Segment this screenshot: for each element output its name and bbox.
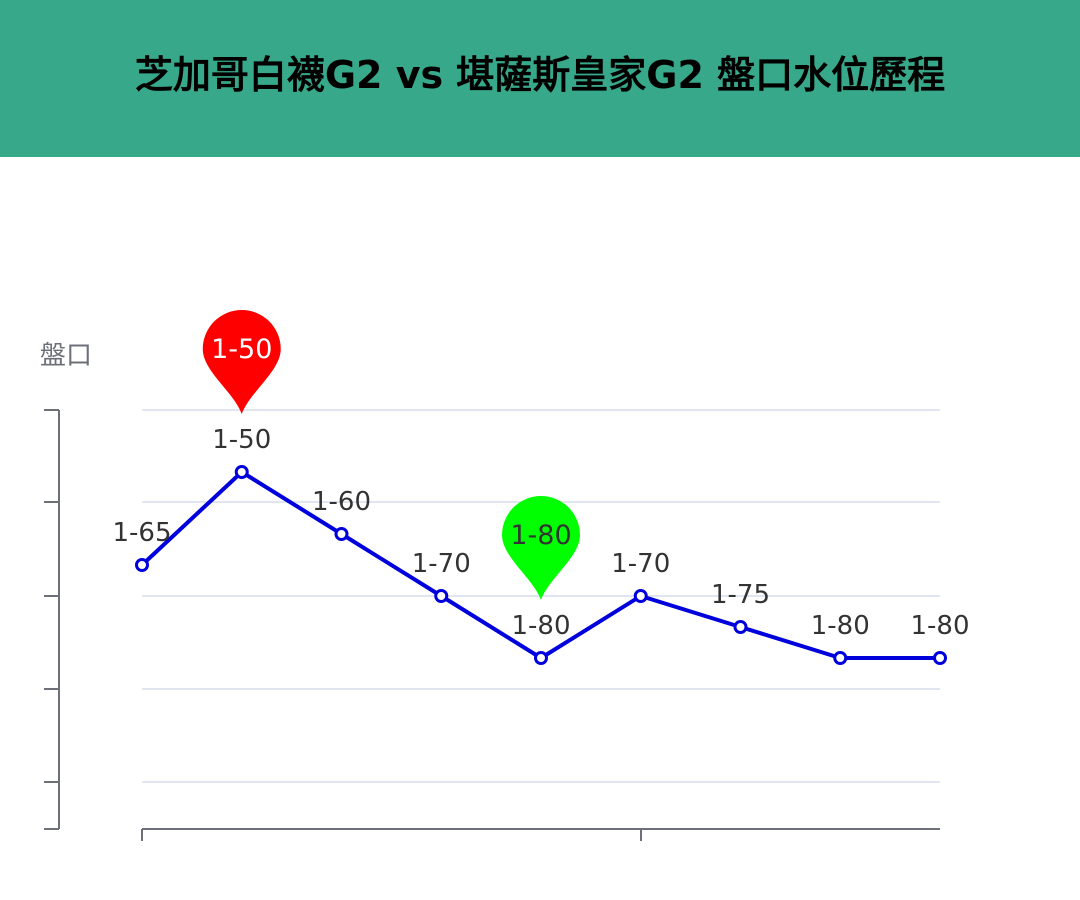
header-bar: 芝加哥白襪G2 vs 堪薩斯皇家G2 盤口水位歷程 xyxy=(0,0,1080,157)
data-label: 1-50 xyxy=(212,425,271,455)
data-point xyxy=(534,651,548,665)
data-point xyxy=(933,651,947,665)
data-label: 1-70 xyxy=(412,549,471,579)
data-point xyxy=(334,527,349,541)
data-point xyxy=(434,589,449,603)
max-marker-pin xyxy=(202,310,281,414)
max-marker-label: 1-50 xyxy=(211,334,272,365)
data-label: 1-80 xyxy=(910,611,969,641)
data-label: 1-75 xyxy=(711,580,770,610)
data-label: 1-70 xyxy=(611,549,670,579)
data-point xyxy=(135,558,149,572)
y-axis-label: 盤口 xyxy=(40,341,93,371)
min-marker-label: 1-80 xyxy=(510,520,571,551)
data-label: 1-65 xyxy=(112,518,171,548)
line-chart: 1-65 1-50 1-60 1-70 1-80 1-70 1-75 1-80 1-80 1-50… xyxy=(44,310,970,841)
data-label: 1-60 xyxy=(312,487,371,517)
page-title: 芝加哥白襪G2 vs 堪薩斯皇家G2 盤口水位歷程 xyxy=(134,53,946,97)
data-point xyxy=(633,589,648,603)
chart-area: 盤口 1-65 1-50 1-60 1-70 1-80 1-70 1-75 1-80 1-80 1… xyxy=(0,157,1080,900)
data-point xyxy=(733,620,748,634)
data-point xyxy=(833,651,848,665)
min-marker-pin xyxy=(502,496,580,600)
data-label: 1-80 xyxy=(811,611,870,641)
data-label: 1-80 xyxy=(511,611,570,641)
data-point xyxy=(234,465,249,479)
